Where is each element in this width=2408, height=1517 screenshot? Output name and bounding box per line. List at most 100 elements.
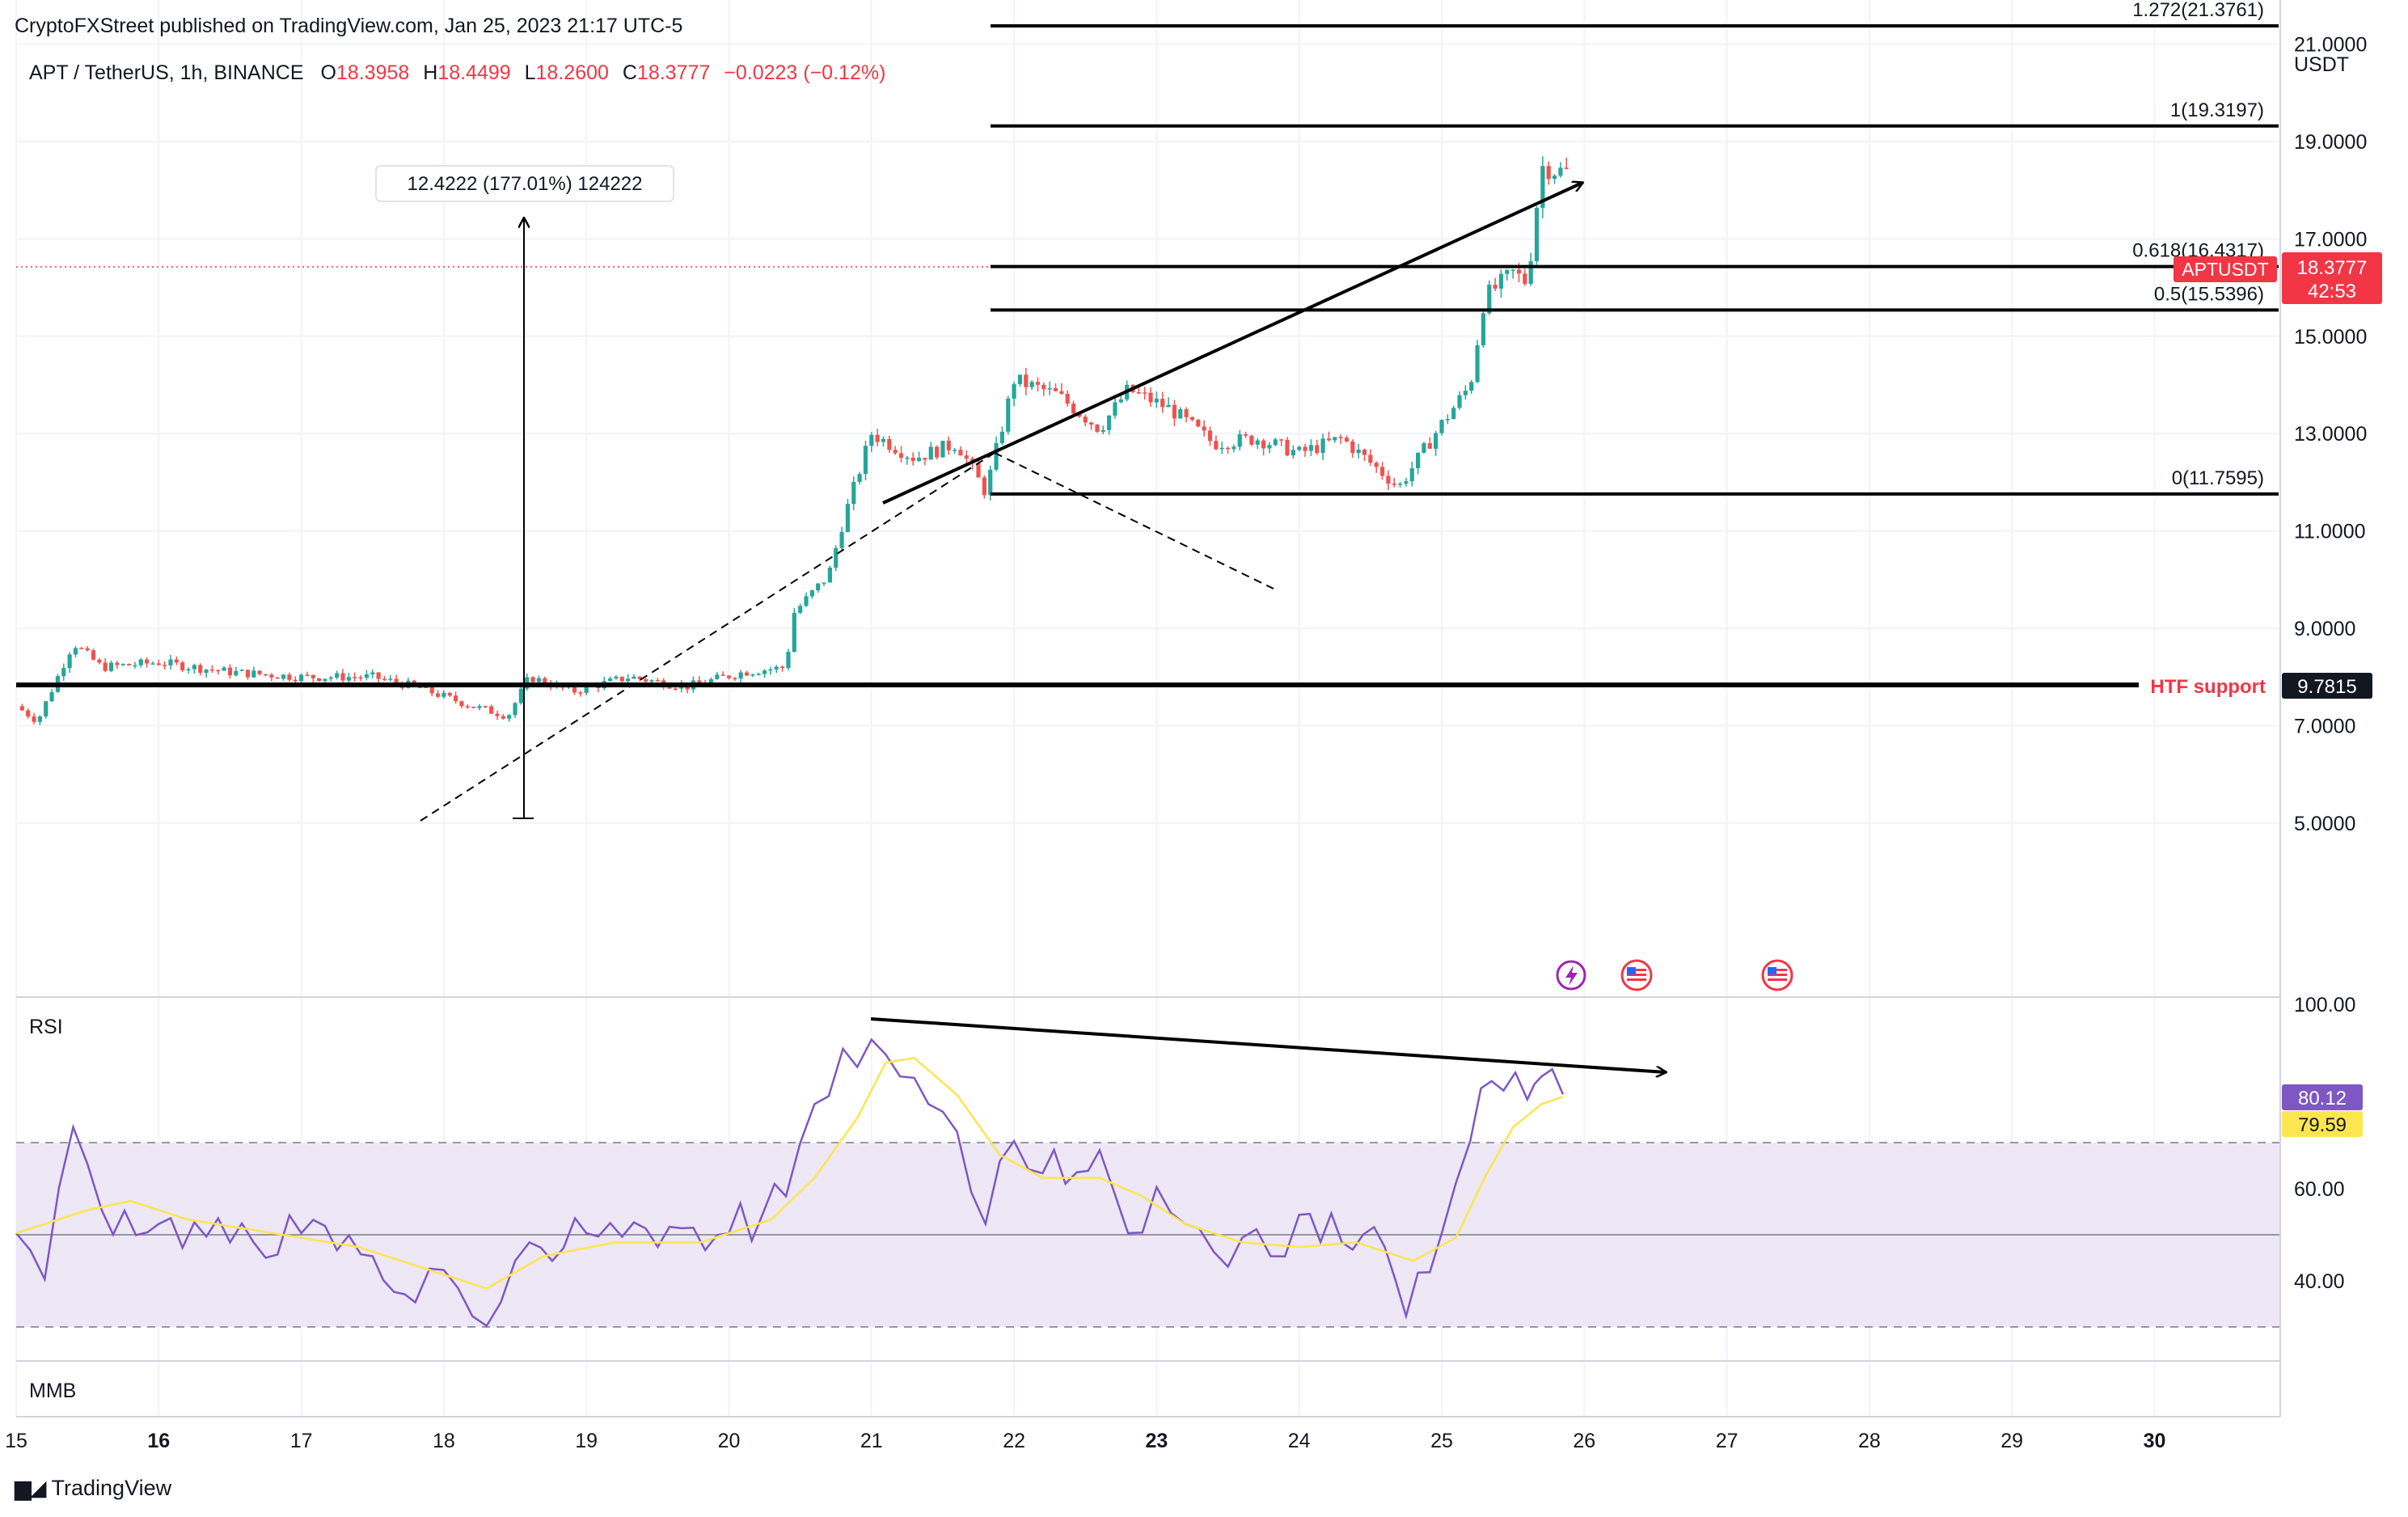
candle (988, 465, 993, 501)
candle (1409, 461, 1414, 487)
candle (275, 676, 280, 679)
candle (607, 676, 613, 682)
candle (857, 471, 862, 485)
candle (1333, 437, 1337, 443)
rsi-value: 80.12 (2298, 1088, 2347, 1109)
candle (1445, 414, 1450, 425)
candle (120, 663, 125, 666)
candle (67, 652, 72, 674)
candle (346, 672, 351, 684)
time-tick-label: 15 (5, 1430, 27, 1452)
candle (1118, 394, 1123, 404)
uptrend-dashed-line[interactable] (420, 452, 995, 822)
candle (525, 673, 530, 691)
candle (1451, 405, 1456, 420)
candle (839, 526, 844, 551)
us-flag-icon[interactable] (1761, 959, 1793, 991)
candle (97, 657, 102, 665)
time-tick-label: 21 (860, 1430, 883, 1452)
candle (953, 447, 957, 454)
candle (733, 677, 737, 681)
candle (673, 687, 678, 691)
candle (1219, 442, 1224, 454)
candle (720, 671, 725, 676)
candle (780, 665, 785, 672)
symbol-price-badge (2174, 256, 2277, 282)
candle (1166, 397, 1171, 408)
time-tick-label: 24 (1288, 1430, 1311, 1452)
candle (281, 674, 286, 681)
candle (1065, 390, 1070, 407)
rsi-tick-60: 60.00 (2294, 1178, 2345, 1201)
price-tick-label: 19.0000 (2294, 131, 2367, 154)
candle (61, 663, 66, 681)
candle (762, 669, 767, 678)
us-flag-icon[interactable] (1620, 959, 1653, 991)
low-label: L (525, 61, 536, 84)
candle (1320, 433, 1325, 461)
price-tick-label: 21.0000 (2294, 34, 2367, 57)
htf-support-label: HTF support (2150, 676, 2266, 698)
candle (222, 666, 226, 671)
candle (328, 675, 333, 682)
price-tick-label: 5.0000 (2294, 813, 2355, 835)
candle (459, 700, 464, 708)
downtrend-dashed-line[interactable] (994, 452, 1274, 589)
price-tick-label: 17.0000 (2294, 228, 2367, 251)
candle (1546, 161, 1551, 185)
time-tick-label: 16 (147, 1430, 170, 1452)
candle (1308, 439, 1313, 456)
candle (910, 452, 915, 466)
candle (483, 705, 488, 708)
countdown-value: 42:53 (2308, 281, 2356, 302)
candle (1285, 437, 1290, 457)
candle (1249, 434, 1254, 446)
candle (834, 545, 839, 572)
candle (49, 689, 54, 703)
candle (822, 582, 826, 586)
candle (108, 660, 114, 673)
candle (1172, 399, 1177, 426)
time-tick-label: 25 (1430, 1430, 1453, 1452)
candle (1189, 416, 1195, 422)
candle (1196, 418, 1201, 428)
time-tick-label: 22 (1003, 1430, 1025, 1452)
candle (239, 669, 244, 672)
time-tick-label: 18 (433, 1430, 455, 1452)
candle (530, 676, 535, 683)
candle (156, 659, 161, 666)
candle (1255, 438, 1260, 450)
price-axis-ticks: 21.0000 19.0000 17.0000 15.0000 13.0000 11.00… (2294, 34, 2367, 835)
candle (150, 661, 155, 666)
candle (827, 565, 832, 583)
tradingview-logo[interactable]: ▆◢ TradingView (15, 1476, 171, 1501)
candle (1017, 374, 1023, 387)
lightning-icon[interactable] (1556, 960, 1586, 991)
change-value: −0.0223 (−0.12%) (724, 61, 885, 84)
time-tick-label: 30 (2144, 1430, 2166, 1452)
rising-resistance-arrow[interactable] (882, 183, 1582, 505)
candle (216, 669, 221, 675)
tradingview-brand: TradingView (51, 1476, 172, 1500)
candle (632, 674, 636, 679)
candle (1392, 478, 1396, 488)
candle (1469, 379, 1474, 394)
candles-group (19, 156, 1569, 725)
candle (792, 608, 796, 653)
candle (816, 583, 821, 593)
candle (1315, 439, 1320, 455)
rsi-divergence-arrow[interactable] (870, 1017, 1666, 1072)
candle (133, 661, 137, 669)
candle (1107, 415, 1112, 435)
candle (1505, 268, 1510, 281)
candle (982, 475, 986, 499)
candle (1291, 445, 1295, 459)
candle (1397, 481, 1403, 488)
candle (738, 670, 743, 683)
candle (756, 672, 761, 676)
candle (26, 708, 31, 719)
candle (489, 704, 494, 714)
fib-level-label: 0.5(15.5396) (2154, 283, 2264, 305)
candle (1463, 385, 1468, 400)
